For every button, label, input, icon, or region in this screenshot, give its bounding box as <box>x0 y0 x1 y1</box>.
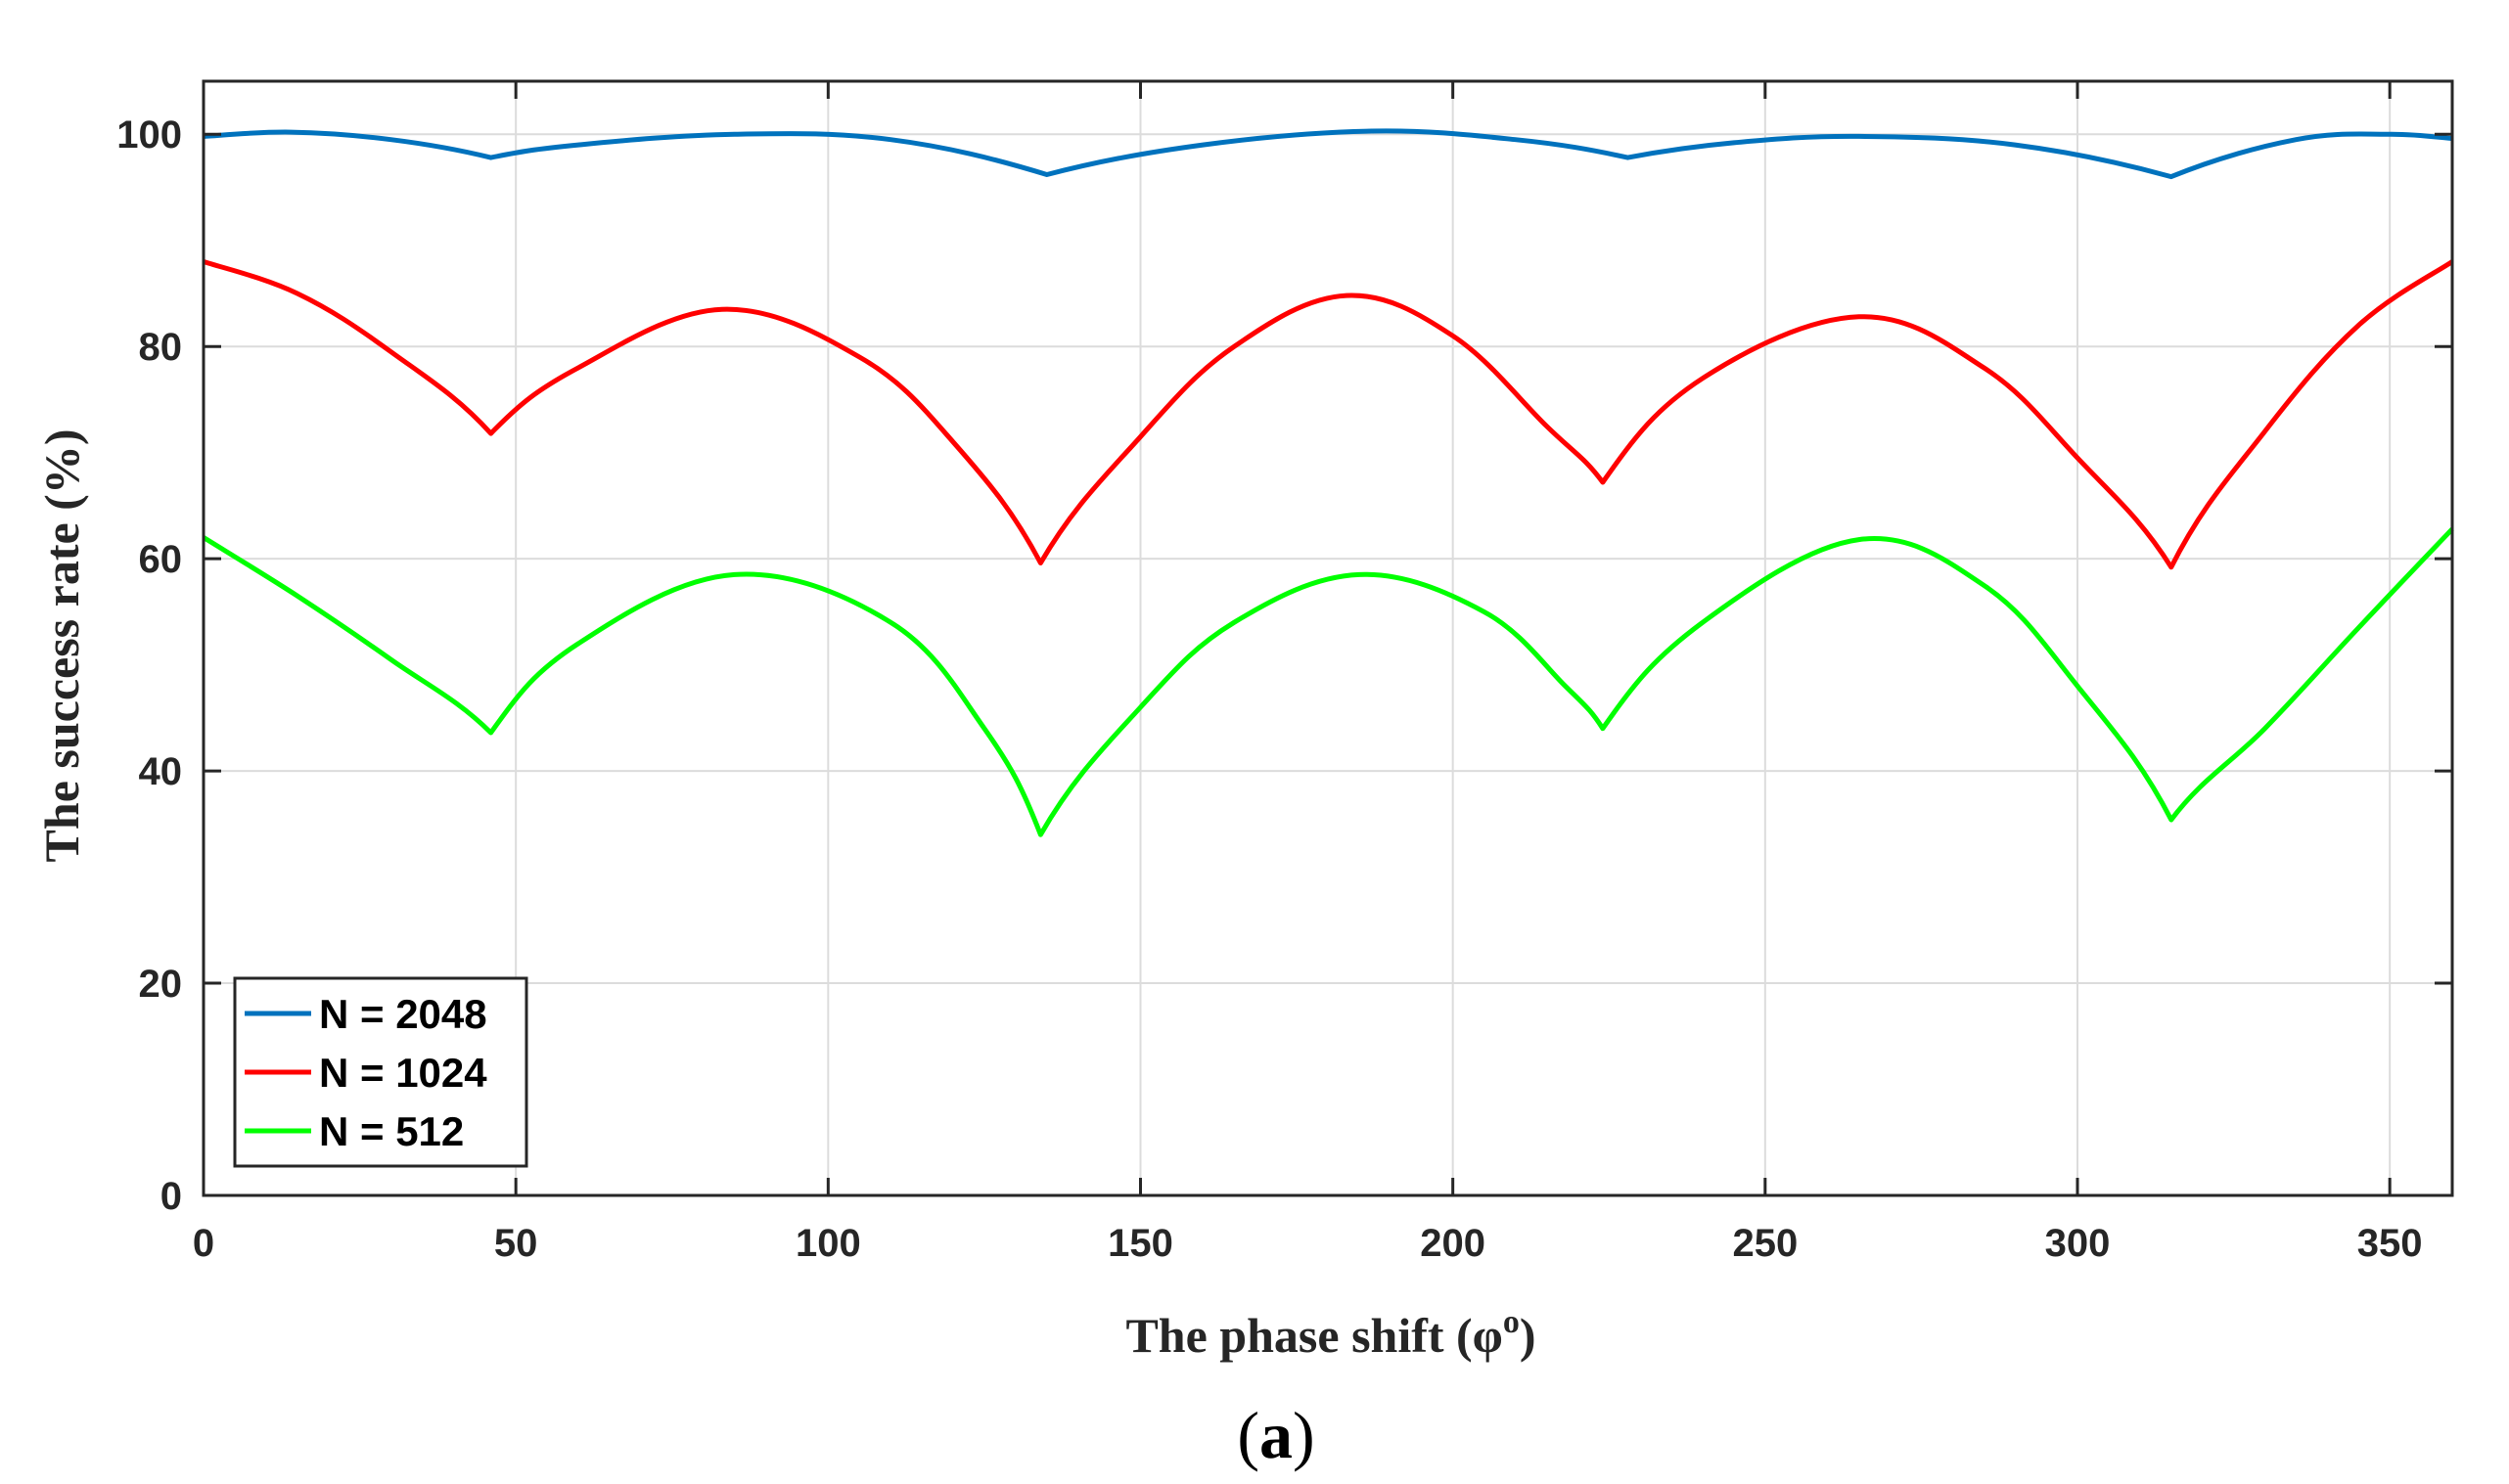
x-tick-label: 300 <box>2045 1222 2111 1265</box>
legend-label-3: N = 512 <box>319 1108 464 1154</box>
y-tick-label: 40 <box>139 750 183 793</box>
x-axis-label-main: The phase shift (φ <box>1125 1308 1502 1363</box>
x-tick-label: 100 <box>796 1222 861 1265</box>
grid <box>204 81 2452 1195</box>
y-tick-label: 80 <box>139 326 183 369</box>
y-tick-label: 0 <box>160 1175 182 1218</box>
x-tick-label: 0 <box>193 1222 214 1265</box>
x-tick-label: 200 <box>1420 1222 1485 1265</box>
x-axis-label-superscript: o <box>1503 1304 1520 1340</box>
series-line-3 <box>202 527 2454 837</box>
x-axis-label: The phase shift (φo) <box>1125 1304 1535 1363</box>
plot-frame <box>202 79 2454 1197</box>
x-tick-labels: 0 50 100 150 200 250 300 350 <box>193 1222 2423 1265</box>
y-tick-label: 60 <box>139 538 183 581</box>
y-tick-label: 100 <box>116 113 182 157</box>
y-tick-labels: 0 20 40 60 80 100 <box>116 113 182 1218</box>
y-axis-label: The success rate (%) <box>34 429 89 863</box>
y-tick-label: 20 <box>139 963 183 1006</box>
axis-ticks <box>202 81 2452 1197</box>
figure-caption: (a) <box>1237 1398 1314 1472</box>
series-line-2 <box>203 259 2454 570</box>
caption-close-paren: ) <box>1293 1398 1315 1472</box>
x-tick-label: 150 <box>1108 1222 1173 1265</box>
x-tick-label: 250 <box>1732 1222 1798 1265</box>
legend-label-2: N = 1024 <box>319 1050 487 1096</box>
legend-label-1: N = 2048 <box>319 991 487 1037</box>
caption-letter: a <box>1259 1398 1293 1472</box>
caption-open-paren: ( <box>1237 1398 1259 1472</box>
x-axis-label-close: ) <box>1520 1308 1536 1363</box>
series-lines <box>202 128 2454 837</box>
legend: N = 2048 N = 1024 N = 512 <box>233 976 528 1168</box>
x-tick-label: 350 <box>2357 1222 2423 1265</box>
series-line-1 <box>203 128 2453 180</box>
x-tick-label: 50 <box>494 1222 538 1265</box>
